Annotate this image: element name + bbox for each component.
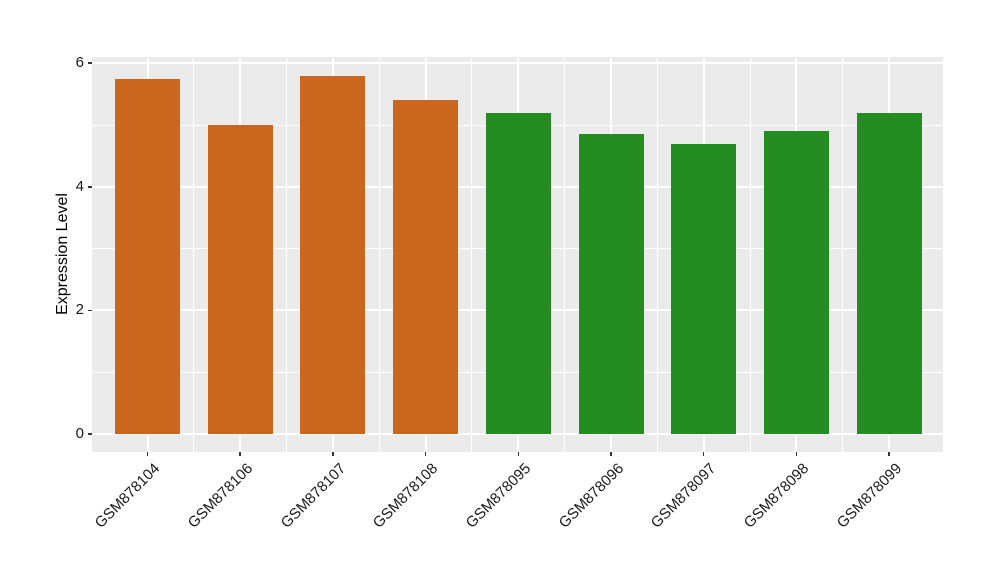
y-tick-mark bbox=[88, 62, 92, 64]
y-tick-label: 2 bbox=[75, 301, 84, 319]
gridline-minor-vertical bbox=[564, 57, 566, 452]
bar-GSM878097 bbox=[671, 143, 737, 434]
bar-GSM878106 bbox=[207, 125, 273, 434]
bar-GSM878107 bbox=[300, 75, 366, 434]
bar-GSM878098 bbox=[763, 131, 829, 434]
x-tick-mark bbox=[332, 452, 334, 456]
bar-GSM878099 bbox=[856, 112, 922, 434]
gridline-minor-vertical bbox=[378, 57, 380, 452]
gridline-minor-vertical bbox=[656, 57, 658, 452]
y-tick-mark bbox=[88, 186, 92, 188]
x-tick-label-GSM878099: GSM878099 bbox=[833, 460, 906, 532]
x-tick-mark bbox=[888, 452, 890, 456]
x-tick-mark bbox=[517, 452, 520, 456]
bar-GSM878108 bbox=[393, 100, 459, 434]
bar-GSM878104 bbox=[115, 78, 180, 434]
gridline-minor-vertical bbox=[842, 57, 844, 452]
gridline-minor-vertical bbox=[193, 57, 195, 452]
x-tick-label-GSM878106: GSM878106 bbox=[184, 460, 257, 532]
y-tick-label: 0 bbox=[75, 425, 84, 443]
x-tick-label-GSM878097: GSM878097 bbox=[648, 460, 720, 532]
y-tick-label: 6 bbox=[75, 54, 84, 72]
gridline-minor-vertical bbox=[471, 57, 473, 452]
x-tick-label-GSM878096: GSM878096 bbox=[555, 460, 628, 532]
x-tick-mark bbox=[702, 452, 705, 456]
gridline-minor-vertical bbox=[749, 57, 751, 452]
x-tick-label-GSM878104: GSM878104 bbox=[91, 460, 164, 532]
bar-GSM878096 bbox=[578, 134, 644, 434]
x-tick-mark bbox=[424, 452, 427, 456]
x-tick-label-GSM878107: GSM878107 bbox=[277, 460, 349, 532]
y-axis-title: Expression Level bbox=[54, 193, 71, 315]
y-tick-mark bbox=[88, 309, 92, 312]
bar-GSM878095 bbox=[485, 112, 551, 434]
gridline-minor-vertical bbox=[286, 57, 288, 452]
x-tick-label-GSM878098: GSM878098 bbox=[740, 460, 813, 532]
x-tick-label-GSM878095: GSM878095 bbox=[462, 460, 535, 532]
y-tick-label: 4 bbox=[75, 177, 84, 195]
plot-panel bbox=[92, 57, 943, 452]
x-tick-mark bbox=[146, 452, 149, 456]
x-tick-mark bbox=[795, 452, 798, 456]
x-tick-label-GSM878108: GSM878108 bbox=[370, 460, 442, 532]
x-tick-mark bbox=[610, 452, 612, 456]
x-tick-mark bbox=[239, 452, 241, 456]
y-tick-mark bbox=[88, 433, 92, 435]
